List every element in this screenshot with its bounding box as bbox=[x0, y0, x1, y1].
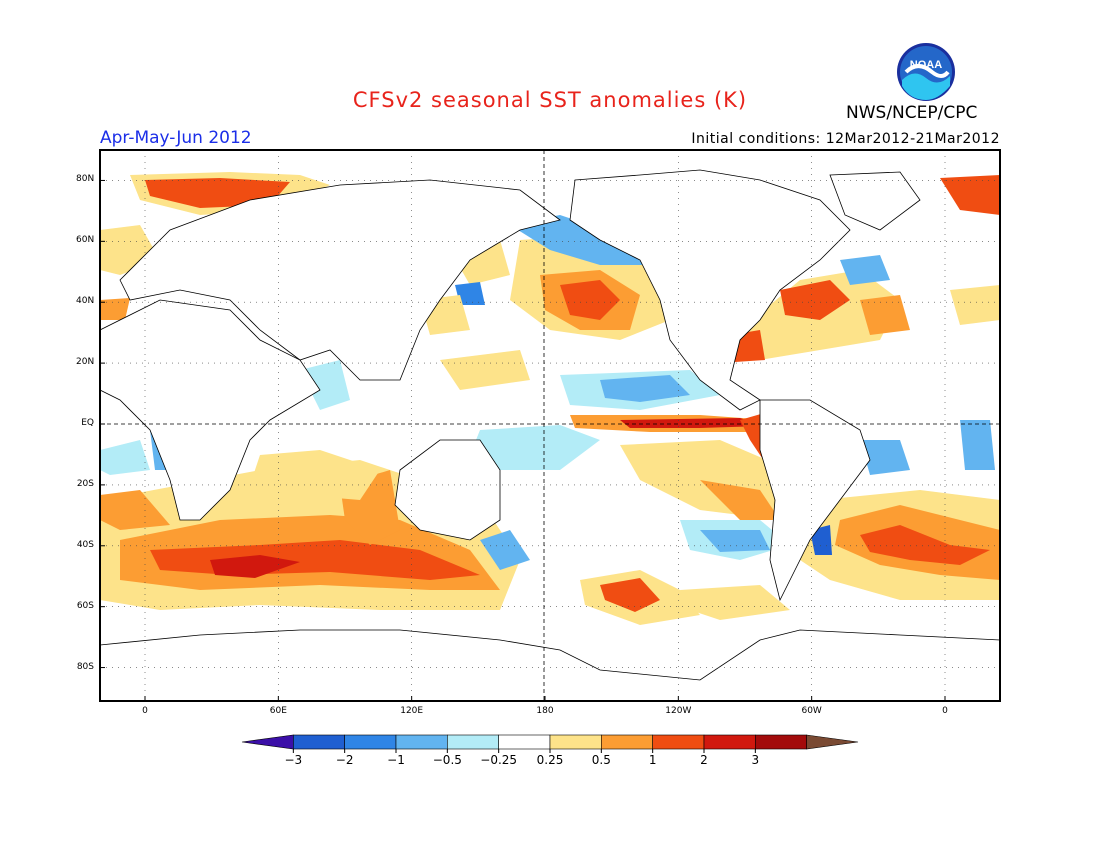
noaa-logo: NOAA bbox=[896, 42, 956, 102]
colorbar-segment bbox=[293, 734, 345, 750]
colorbar-label: 2 bbox=[700, 753, 708, 767]
lon-label: 0 bbox=[142, 706, 148, 716]
lat-label: 80N bbox=[76, 174, 95, 185]
continents bbox=[100, 169, 1000, 701]
colorbar-segment bbox=[601, 734, 653, 750]
colorbar-label: 0.5 bbox=[591, 753, 611, 767]
colorbar-label: 1 bbox=[648, 753, 657, 767]
colorbar-segment bbox=[447, 734, 499, 750]
lon-label: 60W bbox=[801, 706, 822, 716]
anomaly-southern-ocean bbox=[100, 450, 1000, 625]
chart-title: CFSv2 seasonal SST anomalies (K) bbox=[352, 88, 748, 112]
colorbar-label: 3 bbox=[751, 753, 760, 767]
lon-label: 180 bbox=[536, 706, 554, 716]
landmass-antarctica bbox=[100, 629, 1000, 701]
colorbar-label: −1 bbox=[387, 753, 405, 767]
axis-ticks bbox=[100, 179, 946, 701]
colorbar-segment bbox=[344, 734, 397, 750]
colorbar-segment bbox=[755, 734, 807, 750]
logo-text: NOAA bbox=[910, 59, 942, 71]
landmass-eurasia bbox=[119, 179, 561, 381]
colorbar-label: −0.5 bbox=[432, 753, 462, 767]
lon-label: 120W bbox=[665, 706, 692, 716]
noaa-logo-icon: NOAA bbox=[897, 43, 955, 101]
lat-label: 40N bbox=[76, 296, 95, 307]
colorbar-segment bbox=[703, 734, 756, 750]
lat-label: EQ bbox=[81, 418, 94, 428]
lat-label: 60N bbox=[76, 235, 95, 246]
agency-label: NWS/NCEP/CPC bbox=[846, 103, 978, 123]
colorbar-label: −3 bbox=[284, 753, 303, 767]
colorbar-segment bbox=[498, 734, 551, 750]
initial-conditions: Initial conditions: 12Mar2012-21Mar2012 bbox=[691, 131, 1000, 147]
landmass-australia bbox=[394, 439, 501, 541]
map-frame bbox=[99, 149, 1001, 702]
lat-label: 20S bbox=[76, 478, 94, 489]
landmass-north-america bbox=[569, 169, 851, 411]
colorbar-segment bbox=[806, 734, 859, 750]
colorbar-label: 0.25 bbox=[536, 753, 564, 767]
colorbar-segment bbox=[241, 734, 294, 750]
lat-label: 80S bbox=[76, 661, 94, 672]
colorbar-label: −2 bbox=[335, 753, 354, 767]
landmass-greenland bbox=[829, 171, 921, 231]
colorbar-segment bbox=[549, 734, 602, 750]
lon-label: 0 bbox=[942, 706, 948, 716]
anomaly-north-pacific bbox=[420, 215, 670, 340]
lat-label: 40S bbox=[76, 539, 94, 550]
lon-label: 60E bbox=[269, 706, 287, 716]
landmass-africa bbox=[100, 299, 321, 521]
lat-label: 20N bbox=[76, 357, 95, 368]
lat-label: 60S bbox=[76, 600, 94, 611]
colorbar-segment bbox=[395, 734, 448, 750]
lon-label: 120E bbox=[400, 706, 424, 716]
colorbar-segment bbox=[652, 734, 705, 750]
gridlines bbox=[100, 150, 1000, 701]
colorbar-label: −0.25 bbox=[480, 753, 518, 767]
forecast-period: Apr-May-Jun 2012 bbox=[100, 128, 252, 148]
landmass-south-america bbox=[759, 399, 871, 602]
